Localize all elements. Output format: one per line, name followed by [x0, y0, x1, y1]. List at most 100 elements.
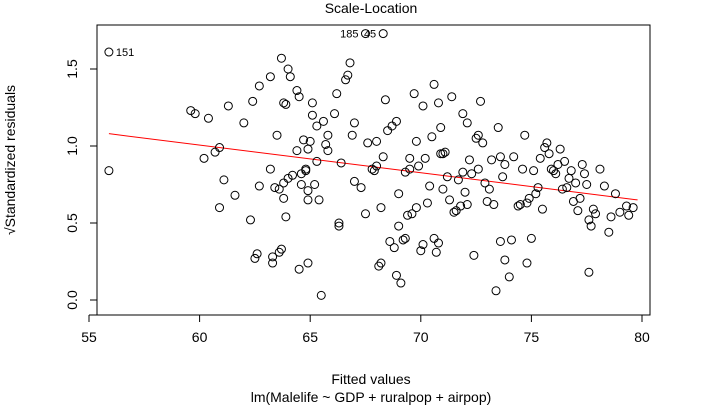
data-point	[294, 92, 304, 102]
data-point	[321, 139, 331, 149]
data-point	[383, 126, 393, 136]
data-point	[571, 178, 581, 188]
data-point	[268, 252, 278, 262]
data-point	[427, 132, 437, 142]
data-point	[606, 212, 616, 222]
data-point	[453, 175, 463, 185]
data-point	[422, 198, 432, 208]
data-point	[303, 195, 313, 205]
chart-subtitle: lm(Malelife ~ GDP + ruralpop + airpop)	[251, 389, 492, 405]
data-point	[250, 253, 260, 263]
x-tick-label: 75	[524, 329, 540, 345]
data-point	[239, 118, 249, 128]
data-point	[316, 290, 326, 300]
data-point	[341, 75, 351, 85]
data-point	[591, 209, 601, 219]
data-point	[469, 250, 479, 260]
data-point	[288, 170, 298, 180]
data-point	[303, 258, 313, 268]
data-point	[411, 203, 421, 213]
data-point	[310, 180, 320, 189]
data-point	[330, 109, 340, 119]
x-tick-label: 65	[302, 329, 318, 345]
data-point	[268, 258, 278, 268]
data-point	[522, 258, 532, 268]
data-point	[445, 195, 455, 205]
data-point	[274, 247, 284, 257]
data-point	[493, 123, 503, 133]
data-point	[281, 212, 291, 222]
data-point	[276, 53, 286, 63]
data-point	[537, 204, 547, 214]
data-point	[385, 236, 395, 246]
data-point	[429, 233, 439, 243]
data-point	[349, 118, 359, 128]
data-point	[418, 240, 428, 250]
data-point	[104, 47, 114, 57]
data-point	[526, 233, 536, 243]
data-point	[215, 203, 225, 213]
data-point	[476, 96, 486, 106]
data-point	[524, 193, 534, 203]
data-point	[431, 247, 441, 257]
data-point	[542, 138, 552, 148]
data-point	[372, 161, 382, 171]
data-point	[276, 244, 286, 254]
data-point	[433, 98, 443, 108]
y-tick-label: 1.0	[64, 136, 80, 156]
data-point	[369, 166, 379, 176]
data-point	[391, 116, 401, 126]
data-point	[584, 267, 594, 277]
data-point	[575, 193, 585, 203]
data-point	[500, 255, 510, 265]
data-point	[436, 149, 446, 159]
data-point	[520, 130, 530, 140]
data-point	[314, 195, 324, 205]
data-point	[279, 178, 289, 188]
data-point	[296, 180, 306, 189]
data-point	[555, 144, 565, 154]
data-point	[363, 138, 373, 148]
data-point	[223, 101, 233, 111]
data-point	[500, 159, 510, 169]
y-axis-ticks: 0.0 0.5 1.0 1.5	[64, 59, 97, 310]
data-point	[509, 152, 519, 162]
y-tick-label: 1.5	[64, 59, 80, 79]
data-point	[323, 130, 333, 140]
data-point	[394, 189, 404, 199]
data-point	[425, 181, 435, 191]
data-point	[345, 58, 355, 68]
data-point	[400, 167, 410, 177]
data-point	[405, 164, 415, 174]
data-point	[420, 153, 430, 163]
data-point	[560, 156, 570, 166]
x-axis-label: Fitted values	[331, 371, 410, 387]
data-point	[210, 147, 220, 157]
data-point	[190, 109, 200, 119]
data-point	[281, 99, 291, 109]
point-label: 185	[340, 29, 358, 41]
data-point	[535, 153, 545, 163]
data-point	[215, 143, 225, 153]
data-point	[414, 161, 424, 171]
data-points	[104, 29, 638, 300]
data-point	[544, 149, 554, 159]
data-point	[518, 164, 528, 174]
data-point	[599, 181, 609, 191]
data-point	[230, 190, 240, 200]
data-point	[551, 169, 561, 179]
data-point	[429, 79, 439, 89]
data-point	[540, 143, 550, 153]
y-axis-label: √Standardized residuals	[2, 85, 18, 235]
data-point	[378, 152, 388, 162]
data-point	[254, 81, 264, 91]
data-point	[279, 193, 289, 203]
data-point	[484, 184, 494, 194]
data-point	[506, 235, 516, 245]
data-point	[566, 166, 576, 176]
data-point	[451, 206, 461, 216]
data-point	[283, 64, 293, 74]
data-point	[533, 183, 543, 193]
data-point	[347, 130, 357, 140]
data-point	[582, 180, 592, 189]
